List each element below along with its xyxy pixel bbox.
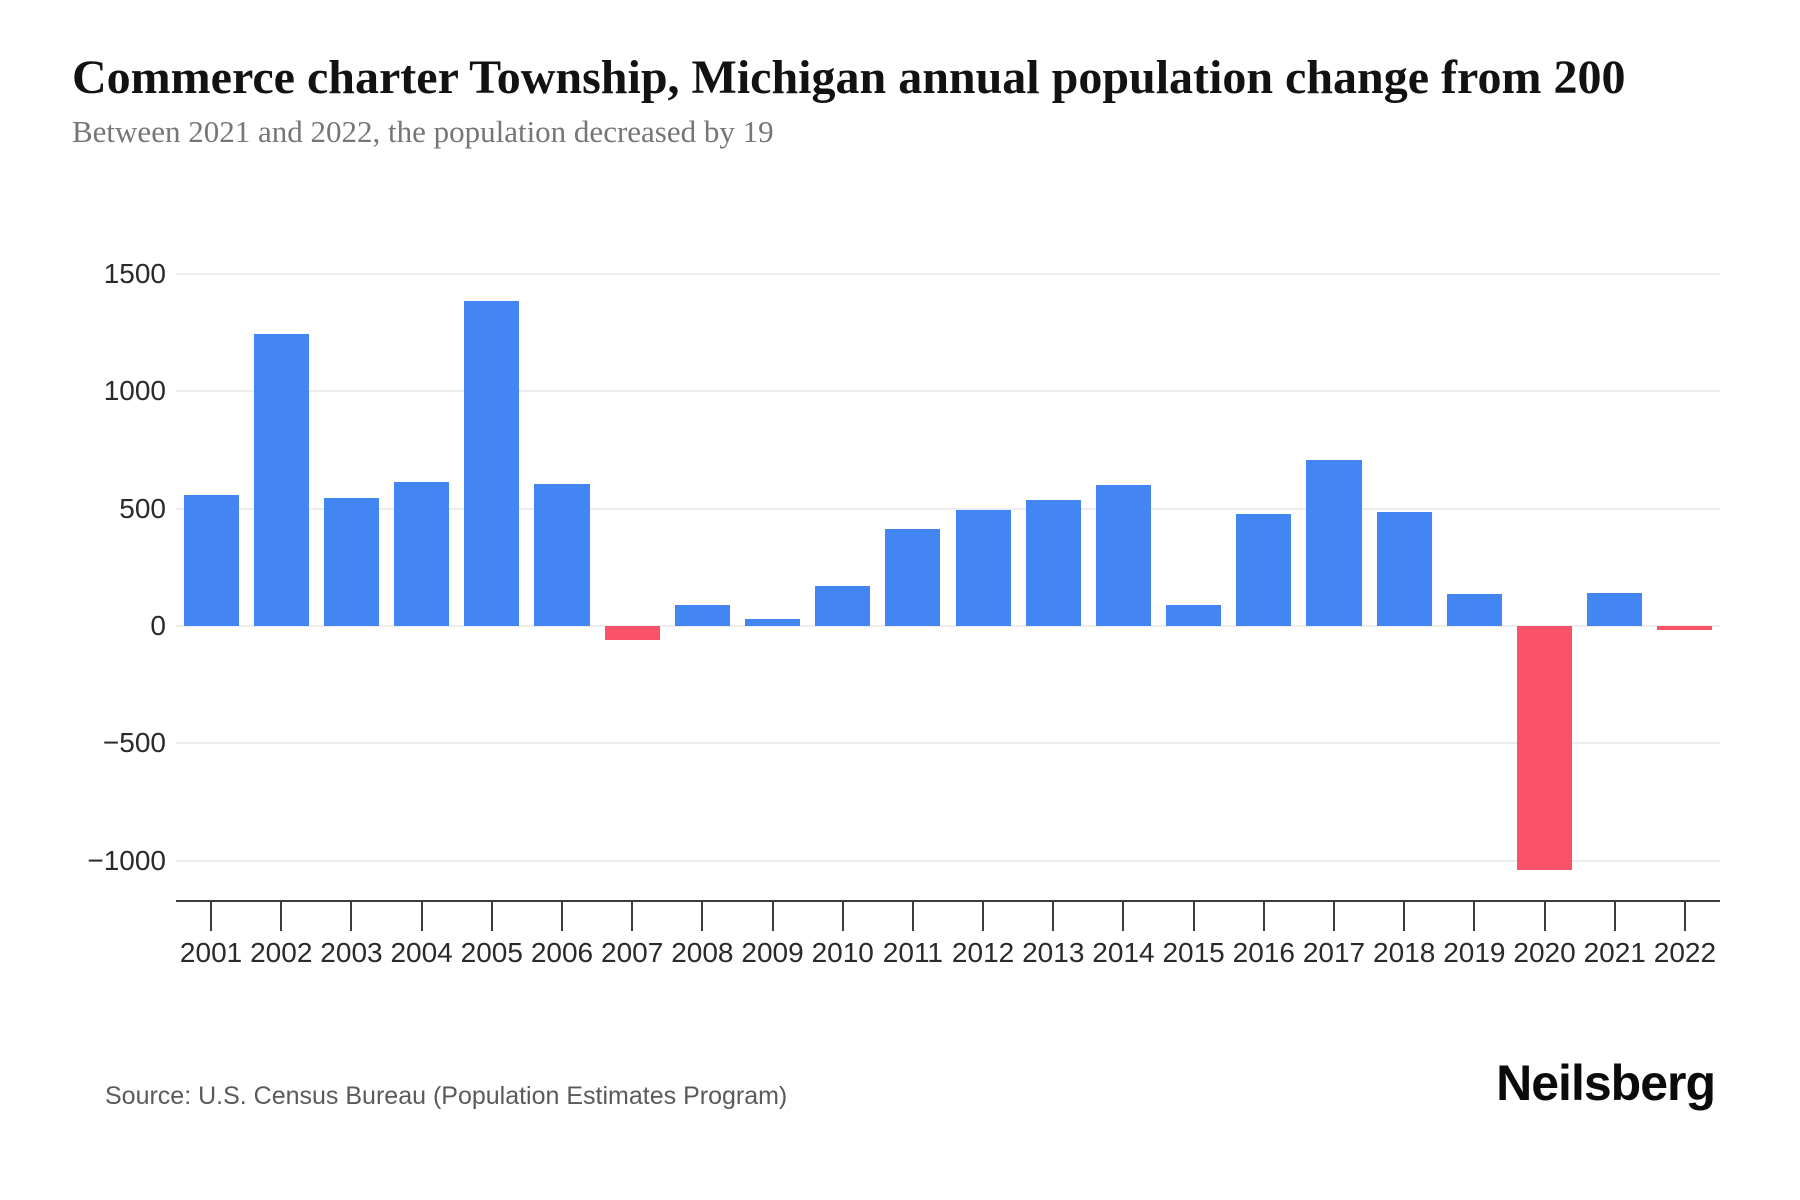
x-tick-2011 — [911, 902, 914, 931]
x-axis-label-2004: 2004 — [390, 937, 453, 968]
y-axis-label--500: −500 — [102, 727, 166, 759]
x-tick-2002 — [280, 902, 283, 931]
gridline-0 — [176, 625, 1720, 627]
x-tick-2004 — [420, 902, 423, 931]
x-tick-2021 — [1613, 902, 1616, 931]
bar-2003[interactable] — [323, 498, 379, 626]
bar-2001[interactable] — [183, 494, 239, 626]
x-tick-2015 — [1192, 902, 1195, 931]
x-axis-line — [176, 900, 1720, 902]
x-axis-label-2007: 2007 — [601, 937, 664, 968]
x-tick-2022 — [1683, 902, 1686, 931]
x-tick-2003 — [350, 902, 353, 931]
brand-logo: Neilsberg — [1496, 1055, 1716, 1111]
bar-2019[interactable] — [1446, 594, 1502, 626]
x-axis-label-2015: 2015 — [1162, 937, 1225, 968]
x-tick-2017 — [1333, 902, 1335, 931]
x-tick-2014 — [1122, 902, 1125, 931]
gridline-1500 — [176, 272, 1720, 275]
bar-2008[interactable] — [674, 604, 730, 626]
x-axis-label-2020: 2020 — [1513, 937, 1576, 968]
bar-2002[interactable] — [253, 333, 309, 626]
chart-title: Commerce charter Township, Michigan annu… — [72, 51, 1626, 104]
x-axis-label-2001: 2001 — [179, 937, 243, 968]
y-axis-label-1000: 1000 — [103, 375, 166, 407]
x-tick-2013 — [1052, 902, 1055, 931]
x-tick-2006 — [561, 902, 563, 931]
x-axis-label-2006: 2006 — [530, 937, 594, 968]
x-axis-label-2017: 2017 — [1302, 937, 1366, 968]
x-axis-label-2019: 2019 — [1443, 937, 1506, 968]
bar-2011[interactable] — [885, 528, 941, 626]
x-tick-2020 — [1543, 902, 1546, 931]
x-axis-label-2021: 2021 — [1583, 937, 1646, 968]
gridline--500 — [176, 742, 1720, 745]
x-axis-label-2014: 2014 — [1092, 937, 1155, 968]
x-axis-label-2016: 2016 — [1232, 937, 1295, 968]
chart-subtitle: Between 2021 and 2022, the population de… — [72, 114, 774, 149]
x-axis-label-2002: 2002 — [250, 937, 313, 968]
bar-2017[interactable] — [1306, 460, 1362, 626]
x-tick-2012 — [982, 902, 985, 931]
y-axis-label-1500: 1500 — [103, 257, 166, 289]
x-tick-2016 — [1262, 902, 1265, 931]
bar-2012[interactable] — [955, 509, 1011, 626]
x-tick-2001 — [210, 902, 213, 931]
x-axis-label-2005: 2005 — [460, 937, 523, 968]
x-axis-label-2003: 2003 — [320, 937, 383, 968]
bar-2022[interactable] — [1657, 626, 1713, 631]
x-tick-2018 — [1403, 902, 1406, 931]
bar-2007[interactable] — [604, 626, 660, 641]
bar-2018[interactable] — [1376, 512, 1432, 626]
x-tick-2007 — [631, 902, 634, 931]
x-axis-label-2011: 2011 — [882, 937, 944, 968]
source-text: Source: U.S. Census Bureau (Population E… — [105, 1082, 788, 1110]
x-axis-label-2010: 2010 — [811, 937, 874, 968]
bar-2009[interactable] — [745, 618, 801, 626]
bar-2013[interactable] — [1025, 500, 1081, 626]
x-axis-label-2012: 2012 — [951, 937, 1015, 968]
x-tick-2019 — [1473, 902, 1476, 931]
x-tick-2010 — [841, 902, 844, 931]
bar-2021[interactable] — [1587, 593, 1643, 626]
bar-2020[interactable] — [1517, 626, 1573, 871]
gridline--1000 — [176, 859, 1720, 862]
x-axis-label-2022: 2022 — [1653, 937, 1717, 968]
x-axis-label-2018: 2018 — [1373, 937, 1436, 968]
bar-2005[interactable] — [464, 300, 520, 626]
bar-2006[interactable] — [534, 483, 590, 626]
y-axis-label-0: 0 — [150, 610, 166, 641]
y-axis-label-500: 500 — [119, 492, 166, 524]
bar-2014[interactable] — [1095, 485, 1151, 626]
x-axis-label-2009: 2009 — [741, 937, 804, 968]
x-axis-label-2008: 2008 — [671, 937, 734, 968]
x-tick-2008 — [701, 902, 704, 931]
gridline-500 — [176, 507, 1720, 510]
bar-2004[interactable] — [394, 481, 450, 626]
bar-2015[interactable] — [1166, 604, 1222, 626]
x-axis-label-2013: 2013 — [1022, 937, 1085, 968]
bar-2010[interactable] — [815, 586, 871, 626]
x-tick-2005 — [490, 902, 493, 931]
y-axis-label--1000: −1000 — [87, 844, 166, 876]
bar-2016[interactable] — [1236, 514, 1292, 626]
gridline-1000 — [176, 390, 1720, 393]
x-tick-2009 — [771, 902, 774, 931]
